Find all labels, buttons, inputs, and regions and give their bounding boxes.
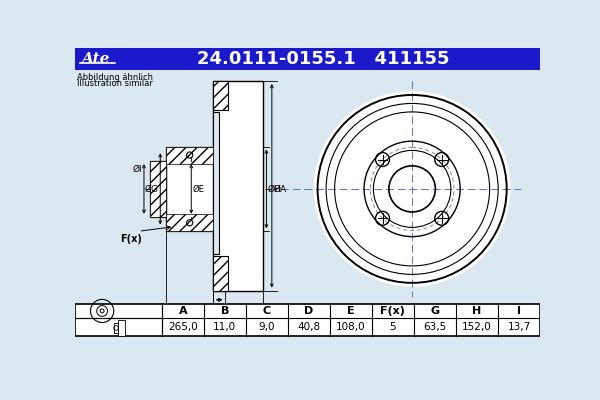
Bar <box>75 48 540 70</box>
Text: D: D <box>304 306 314 316</box>
Text: 152,0: 152,0 <box>462 322 492 332</box>
Bar <box>166 146 213 231</box>
Text: ØH: ØH <box>268 184 282 194</box>
Text: 63,5: 63,5 <box>424 322 446 332</box>
Text: 24.0111-0155.1   411155: 24.0111-0155.1 411155 <box>197 50 449 68</box>
Text: 40,8: 40,8 <box>298 322 320 332</box>
Text: 13,7: 13,7 <box>508 322 530 332</box>
Text: 5: 5 <box>389 322 396 332</box>
Text: Illustration similar: Illustration similar <box>77 79 153 88</box>
Text: C: C <box>263 306 271 316</box>
Text: F(x): F(x) <box>120 234 142 244</box>
Text: ØA: ØA <box>274 184 287 194</box>
Text: F(x): F(x) <box>380 306 406 316</box>
Text: 265,0: 265,0 <box>168 322 197 332</box>
Bar <box>75 304 540 336</box>
Bar <box>213 112 219 254</box>
Text: 11,0: 11,0 <box>213 322 236 332</box>
Text: G: G <box>430 306 440 316</box>
Bar <box>166 146 213 164</box>
Text: 9,0: 9,0 <box>259 322 275 332</box>
Bar <box>213 81 229 110</box>
Text: Ate: Ate <box>81 52 110 66</box>
Bar <box>150 161 166 217</box>
Text: C (MTH): C (MTH) <box>242 312 283 321</box>
Text: ØI: ØI <box>133 165 142 174</box>
Text: 108,0: 108,0 <box>336 322 366 332</box>
Text: D: D <box>211 321 218 330</box>
Bar <box>213 256 229 290</box>
Text: ØE: ØE <box>193 184 205 194</box>
Text: E: E <box>347 306 355 316</box>
Bar <box>150 161 166 217</box>
Text: ØG: ØG <box>145 184 158 194</box>
Text: Abbildung ähnlich: Abbildung ähnlich <box>77 73 154 82</box>
Bar <box>114 323 118 333</box>
Text: I: I <box>517 306 521 316</box>
Text: B: B <box>221 306 229 316</box>
Bar <box>166 214 213 231</box>
Text: A: A <box>178 306 187 316</box>
Text: B: B <box>216 305 223 314</box>
Text: H: H <box>472 306 482 316</box>
Bar <box>118 320 125 336</box>
Circle shape <box>314 91 511 287</box>
Bar <box>213 81 263 290</box>
